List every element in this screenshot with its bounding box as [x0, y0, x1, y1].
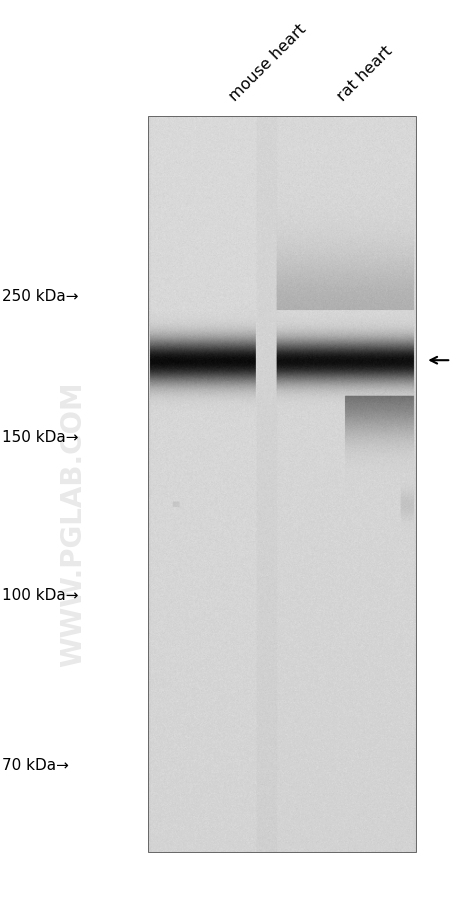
Text: 150 kDa→: 150 kDa→	[2, 429, 79, 444]
Text: 250 kDa→: 250 kDa→	[2, 289, 79, 303]
Bar	[148, 117, 416, 852]
Text: 70 kDa→: 70 kDa→	[2, 758, 69, 772]
Text: 100 kDa→: 100 kDa→	[2, 588, 79, 603]
Text: mouse heart: mouse heart	[227, 21, 309, 104]
Text: WWW.PGLAB.COM: WWW.PGLAB.COM	[59, 381, 87, 666]
Text: rat heart: rat heart	[335, 43, 396, 104]
